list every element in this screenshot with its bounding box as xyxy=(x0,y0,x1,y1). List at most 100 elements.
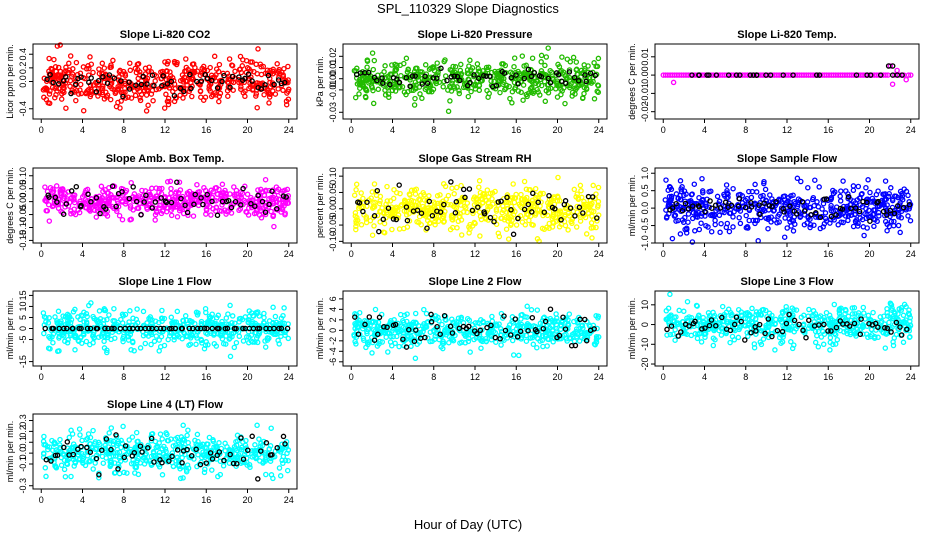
data-point xyxy=(520,97,526,103)
data-point xyxy=(140,332,147,339)
data-point xyxy=(387,81,393,88)
data-point xyxy=(203,211,209,217)
data-point xyxy=(58,208,64,215)
x-axis: 0 4 8 12 16 20 24 xyxy=(39,366,294,382)
data-point xyxy=(595,334,602,340)
data-point xyxy=(138,212,144,218)
data-point xyxy=(523,338,530,344)
data-point xyxy=(785,195,792,201)
panel-title: Slope Line 3 Flow xyxy=(741,276,834,288)
data-point xyxy=(472,82,478,89)
data-point xyxy=(887,207,894,214)
data-point xyxy=(236,319,242,325)
data-point xyxy=(432,313,439,319)
data-point xyxy=(537,191,543,198)
data-point xyxy=(827,334,834,341)
data-point xyxy=(360,335,367,342)
data-point xyxy=(880,208,887,215)
data-point xyxy=(280,198,287,205)
data-point xyxy=(58,96,65,102)
data-point xyxy=(415,73,422,80)
data-point xyxy=(511,199,518,206)
data-point xyxy=(226,56,233,62)
data-point xyxy=(555,61,561,68)
y-axis-label: degrees C per min. xyxy=(5,167,15,244)
data-point xyxy=(789,305,795,311)
x-tick-label: 12 xyxy=(470,249,480,259)
data-point xyxy=(246,66,252,72)
data-point xyxy=(525,66,532,73)
data-point xyxy=(555,174,561,181)
data-point xyxy=(418,210,425,216)
data-point xyxy=(560,314,566,320)
data-point xyxy=(498,215,505,222)
data-point xyxy=(442,326,448,333)
x-tick-label: 20 xyxy=(242,125,252,135)
data-point xyxy=(280,193,287,199)
data-point xyxy=(580,210,586,216)
data-point xyxy=(185,212,191,219)
data-point xyxy=(679,207,686,214)
data-point xyxy=(115,203,122,210)
data-point xyxy=(464,70,471,76)
data-point xyxy=(503,226,510,232)
data-point xyxy=(901,301,908,308)
data-point xyxy=(47,71,53,78)
data-point xyxy=(794,175,801,182)
data-point xyxy=(484,187,491,193)
data-point xyxy=(97,210,103,217)
data-point xyxy=(464,200,471,206)
data-point xyxy=(99,331,106,337)
data-point xyxy=(566,67,573,73)
data-point xyxy=(782,201,788,208)
data-point xyxy=(261,314,267,321)
data-point xyxy=(790,192,796,198)
data-point xyxy=(90,313,96,320)
data-point xyxy=(54,199,60,205)
data-point xyxy=(353,223,359,229)
data-point xyxy=(166,195,173,201)
data-point xyxy=(168,212,175,219)
data-point xyxy=(696,72,702,78)
data-point xyxy=(247,59,254,65)
data-point xyxy=(519,53,526,59)
data-point xyxy=(65,320,71,326)
data-point xyxy=(587,70,594,76)
data-point xyxy=(260,63,267,70)
data-point xyxy=(491,78,497,85)
data-point xyxy=(683,191,689,197)
data-point xyxy=(867,189,873,196)
data-point xyxy=(360,82,366,88)
data-point xyxy=(476,178,483,184)
data-point xyxy=(161,342,168,349)
data-point xyxy=(143,77,150,84)
data-point xyxy=(198,195,204,201)
data-point xyxy=(73,333,79,339)
data-point xyxy=(405,88,411,95)
data-point xyxy=(456,198,462,204)
data-point xyxy=(748,204,755,210)
data-point xyxy=(232,320,238,326)
data-point xyxy=(666,193,673,200)
data-point xyxy=(695,313,702,319)
data-point xyxy=(401,208,408,214)
data-point xyxy=(875,198,881,205)
data-point xyxy=(146,325,152,332)
data-point xyxy=(557,326,564,333)
data-point xyxy=(562,326,569,332)
data-point xyxy=(53,91,59,98)
y-tick-label: -6 xyxy=(328,358,338,366)
data-point xyxy=(898,215,905,221)
data-point xyxy=(422,62,429,68)
data-point xyxy=(356,200,363,206)
data-point xyxy=(595,89,602,96)
data-point xyxy=(366,339,372,345)
data-point xyxy=(689,191,695,197)
data-point xyxy=(752,316,759,322)
data-point xyxy=(725,72,732,78)
data-point xyxy=(411,338,418,345)
data-point xyxy=(353,322,359,328)
data-point xyxy=(448,88,455,94)
data-point xyxy=(179,325,186,332)
